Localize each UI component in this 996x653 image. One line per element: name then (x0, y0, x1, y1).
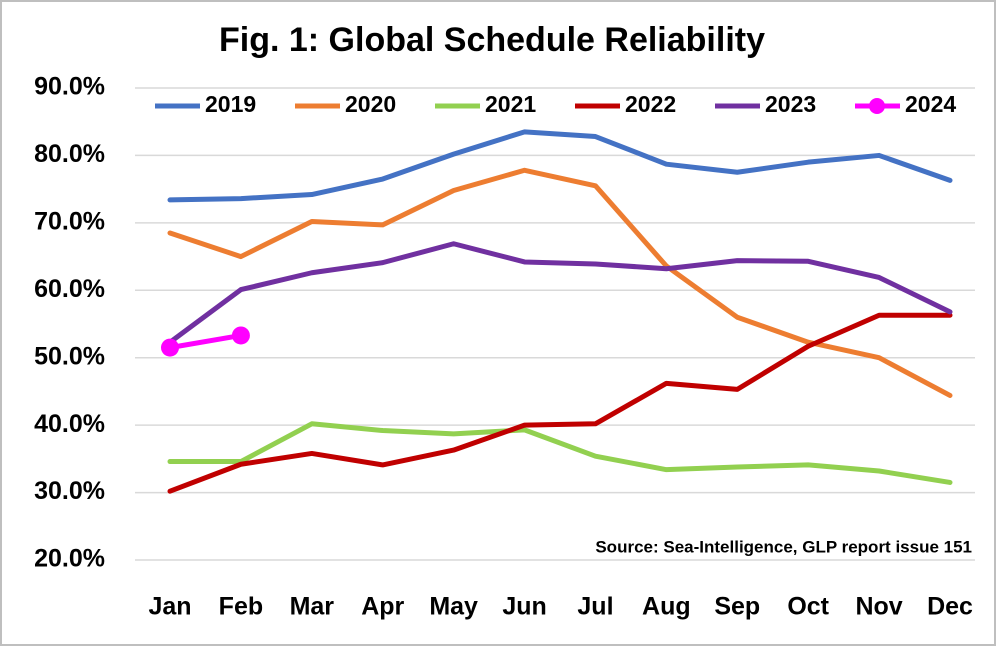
x-tick-label: Jan (148, 593, 191, 621)
x-tick-label: May (429, 593, 478, 621)
series-line (167, 332, 244, 351)
x-tick-label: Mar (290, 593, 335, 621)
series-line (167, 241, 953, 345)
x-tick-label: Feb (219, 593, 263, 621)
legend-label: 2023 (765, 91, 816, 117)
y-tick-label: 80.0% (34, 140, 105, 168)
x-tick-label: Jul (577, 593, 613, 621)
legend-label: 2022 (625, 91, 676, 117)
y-tick-label: 20.0% (34, 545, 105, 573)
x-tick-label: Nov (855, 593, 902, 621)
y-tick-label: 60.0% (34, 275, 105, 303)
series-marker (161, 338, 179, 357)
series-marker (231, 326, 250, 345)
x-tick-label: Apr (361, 593, 404, 621)
series-line (167, 421, 953, 485)
source-note: Source: Sea-Intelligence, GLP report iss… (595, 537, 972, 556)
legend-label: 2024 (905, 91, 956, 117)
series-line (167, 167, 953, 398)
series-line (167, 129, 953, 203)
x-tick-label: Aug (642, 593, 691, 621)
legend-label: 2019 (205, 91, 256, 117)
legend-label: 2021 (485, 91, 536, 117)
x-tick-label: Dec (927, 593, 973, 621)
y-tick-label: 50.0% (34, 342, 105, 370)
y-tick-label: 90.0% (34, 73, 105, 101)
chart-title: Fig. 1: Global Schedule Reliability (219, 21, 765, 59)
x-tick-label: Jun (502, 593, 546, 621)
series-line (167, 312, 953, 494)
legend-marker (869, 98, 885, 114)
y-tick-label: 70.0% (34, 207, 105, 235)
y-tick-label: 40.0% (34, 410, 105, 438)
legend-label: 2020 (345, 91, 396, 117)
y-tick-label: 30.0% (34, 477, 105, 505)
x-tick-label: Oct (787, 593, 829, 621)
x-tick-label: Sep (714, 593, 760, 621)
